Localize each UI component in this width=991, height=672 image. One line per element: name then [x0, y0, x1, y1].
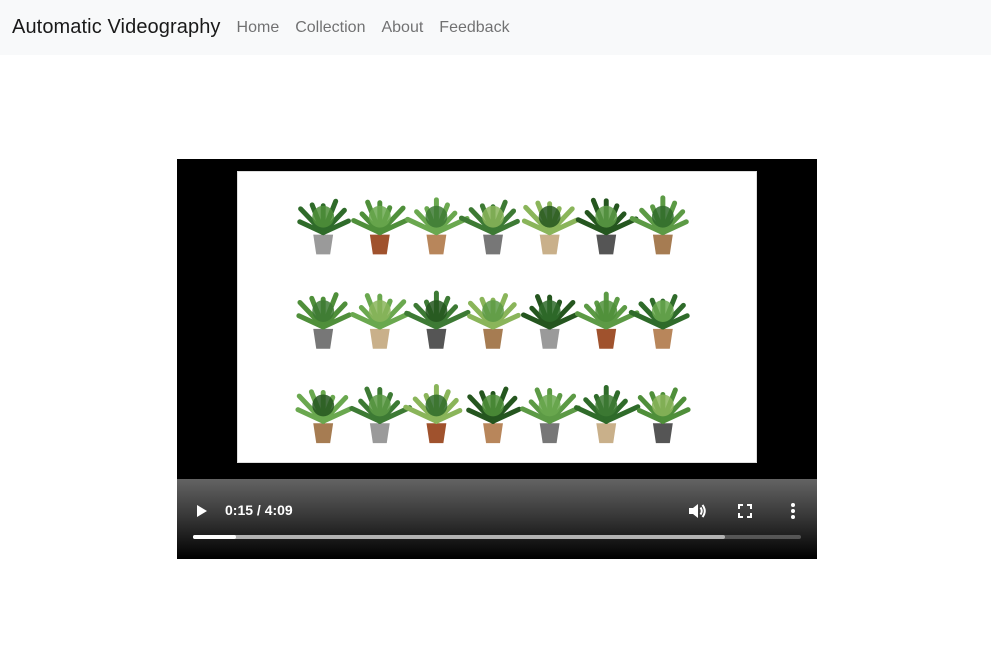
plant-illustration	[574, 291, 640, 349]
video-player[interactable]: 0:15 / 4:09	[177, 159, 817, 559]
plant-illustration	[573, 385, 641, 444]
plant-illustration	[629, 195, 689, 255]
progress-played	[193, 535, 237, 539]
plant-illustration	[467, 293, 521, 349]
plant-illustration	[521, 200, 580, 255]
plant-illustration	[349, 386, 413, 444]
more-vert-icon	[791, 503, 795, 519]
nav-link-collection[interactable]: Collection	[295, 18, 366, 36]
plant-illustration	[575, 197, 639, 255]
plant-illustration	[351, 199, 411, 255]
nav-link-feedback[interactable]: Feedback	[439, 18, 510, 36]
plant-illustration	[404, 290, 471, 349]
progress-bar[interactable]	[193, 535, 801, 539]
volume-icon	[689, 504, 706, 518]
plant-illustration	[466, 386, 522, 444]
video-controls: 0:15 / 4:09	[177, 479, 817, 559]
house-plants-illustration	[295, 195, 691, 444]
plant-illustration	[405, 197, 470, 255]
nav-link-home[interactable]: Home	[236, 18, 280, 36]
navbar: Automatic Videography Home Collection Ab…	[0, 0, 991, 55]
plant-illustration	[297, 198, 351, 255]
play-icon	[197, 505, 207, 517]
plant-illustration	[458, 199, 520, 255]
plant-illustration	[350, 293, 412, 349]
plant-illustration	[628, 294, 690, 349]
nav-link-about[interactable]: About	[381, 18, 424, 36]
nav-links: Home Collection About Feedback	[237, 19, 526, 37]
video-frame-thumbnail	[237, 171, 757, 463]
plant-illustration	[403, 384, 463, 444]
navbar-brand[interactable]: Automatic Videography	[12, 16, 221, 38]
plant-illustration	[295, 389, 353, 444]
fullscreen-icon	[738, 504, 752, 518]
fullscreen-button[interactable]	[733, 499, 757, 523]
mute-button[interactable]	[685, 499, 709, 523]
progress-buffered	[193, 535, 725, 539]
plant-illustration	[520, 294, 581, 349]
plant-illustration	[520, 387, 581, 444]
play-button[interactable]	[189, 499, 213, 523]
time-display: 0:15 / 4:09	[225, 502, 293, 518]
plant-illustration	[636, 387, 691, 444]
more-options-button[interactable]	[781, 499, 805, 523]
plant-illustration	[296, 292, 352, 349]
